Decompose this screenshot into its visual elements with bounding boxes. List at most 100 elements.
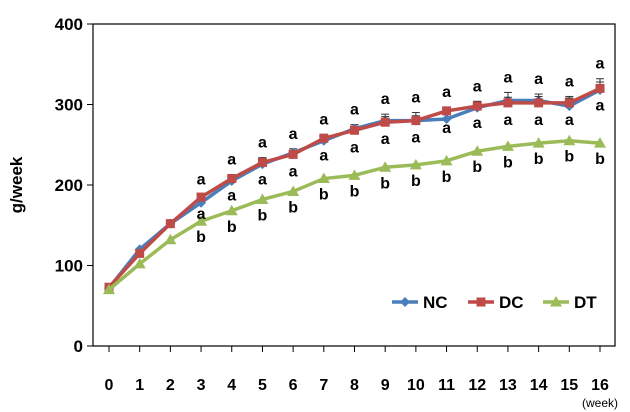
legend-swatch-marker: [550, 296, 562, 307]
data-point: [103, 283, 115, 295]
sig-letter-nc: a: [350, 102, 359, 119]
sig-letter-dc: a: [289, 163, 298, 180]
sig-letter-dt: b: [534, 151, 544, 168]
y-tick-label: 200: [55, 176, 83, 195]
sig-letter-dt: b: [319, 187, 329, 204]
x-tick-label: 7: [319, 377, 328, 394]
sig-letter-dt: b: [503, 154, 513, 171]
sig-letter-nc: a: [289, 126, 298, 143]
sig-letter-dt: b: [350, 183, 360, 200]
sig-letter-dt: b: [288, 199, 298, 216]
y-axis-label: g/week: [7, 156, 26, 213]
sig-letter-dt: b: [227, 219, 237, 236]
sig-letter-dc: a: [473, 115, 482, 132]
legend-item-nc: NC: [392, 293, 448, 312]
legend-swatch-marker: [400, 297, 410, 307]
sig-letter-dc: a: [503, 112, 512, 129]
legend-label: DT: [574, 293, 597, 312]
x-tick-label: 2: [166, 377, 175, 394]
data-point: [196, 192, 206, 202]
legend-item-dt: DT: [543, 293, 597, 312]
sig-letter-dc: a: [565, 112, 574, 129]
data-point: [503, 98, 513, 108]
legend-label: NC: [423, 293, 448, 312]
data-point: [442, 106, 452, 116]
legend-item-dc: DC: [468, 293, 524, 312]
legend: NC DC DT: [392, 293, 597, 312]
sig-letter-dt: b: [258, 207, 268, 224]
sig-letter-dt: b: [564, 149, 574, 166]
data-point: [257, 157, 267, 167]
x-tick-label: 12: [468, 377, 486, 394]
sig-letter-nc: a: [473, 78, 482, 95]
sig-letter-dt: b: [595, 151, 605, 168]
x-tick-label: 10: [407, 377, 425, 394]
sig-letter-dc: a: [411, 130, 420, 147]
x-tick-label: 4: [227, 377, 236, 394]
y-tick-label: 100: [55, 257, 83, 276]
legend-label: DC: [499, 293, 524, 312]
x-tick-label: 15: [560, 377, 578, 394]
data-point: [319, 133, 329, 143]
sig-letter-nc: a: [411, 90, 420, 107]
data-point: [534, 98, 544, 108]
sig-letter-nc: a: [534, 71, 543, 88]
data-point: [564, 98, 574, 108]
sig-letter-dt: b: [472, 159, 482, 176]
data-point: [256, 193, 269, 204]
legend-swatch-marker: [476, 297, 486, 307]
data-point: [287, 185, 300, 196]
data-point: [563, 134, 576, 146]
data-point: [133, 257, 146, 269]
sig-letter-nc: a: [258, 135, 267, 152]
series-dc: [104, 81, 605, 292]
sig-letter-dc: a: [442, 120, 451, 137]
y-tick-label: 300: [55, 96, 83, 115]
data-point: [317, 172, 330, 184]
data-point: [594, 137, 606, 148]
data-point: [288, 149, 298, 159]
series-dt: [103, 134, 606, 295]
sig-letter-dt: b: [196, 229, 206, 246]
x-tick-label: 6: [289, 377, 298, 394]
data-point: [350, 125, 359, 135]
sig-letter-nc: a: [596, 56, 605, 73]
data-point: [195, 215, 208, 226]
sig-letter-nc: a: [565, 73, 574, 90]
sig-letter-nc: a: [227, 152, 236, 169]
x-tick-label: 0: [105, 377, 114, 394]
sig-letter-dt: b: [442, 169, 452, 186]
data-point: [348, 169, 361, 180]
sig-letter-dc: a: [381, 131, 390, 148]
sig-letter-nc: a: [442, 84, 451, 101]
data-point: [440, 154, 453, 166]
data-point: [409, 158, 422, 170]
data-point: [411, 116, 421, 126]
sig-letter-dc: a: [596, 97, 605, 114]
sig-letter-nc: a: [319, 111, 328, 128]
data-point: [227, 174, 237, 184]
sig-letter-dc: a: [258, 171, 267, 188]
x-tick-label: 1: [135, 377, 144, 394]
x-tick-label: 8: [350, 377, 359, 394]
sig-letter-dc: a: [319, 147, 328, 164]
y-tick-label: 0: [74, 337, 83, 356]
data-point: [441, 113, 452, 124]
data-point: [471, 145, 484, 156]
sig-letter-nc: a: [197, 172, 206, 189]
x-axis-unit: (week): [582, 396, 618, 410]
x-tick-label: 11: [438, 377, 455, 394]
series-layer: [103, 78, 606, 295]
sig-letter-dc: a: [350, 139, 359, 156]
data-point: [501, 140, 514, 151]
data-point: [379, 161, 392, 172]
x-tick-label: 9: [381, 377, 390, 394]
data-point: [532, 137, 545, 148]
sig-letter-dt: b: [380, 175, 390, 192]
sig-letter-nc: a: [381, 91, 390, 108]
sig-letter-dc: a: [197, 206, 206, 223]
data-point: [164, 233, 177, 245]
x-tick-label: 14: [530, 377, 548, 394]
